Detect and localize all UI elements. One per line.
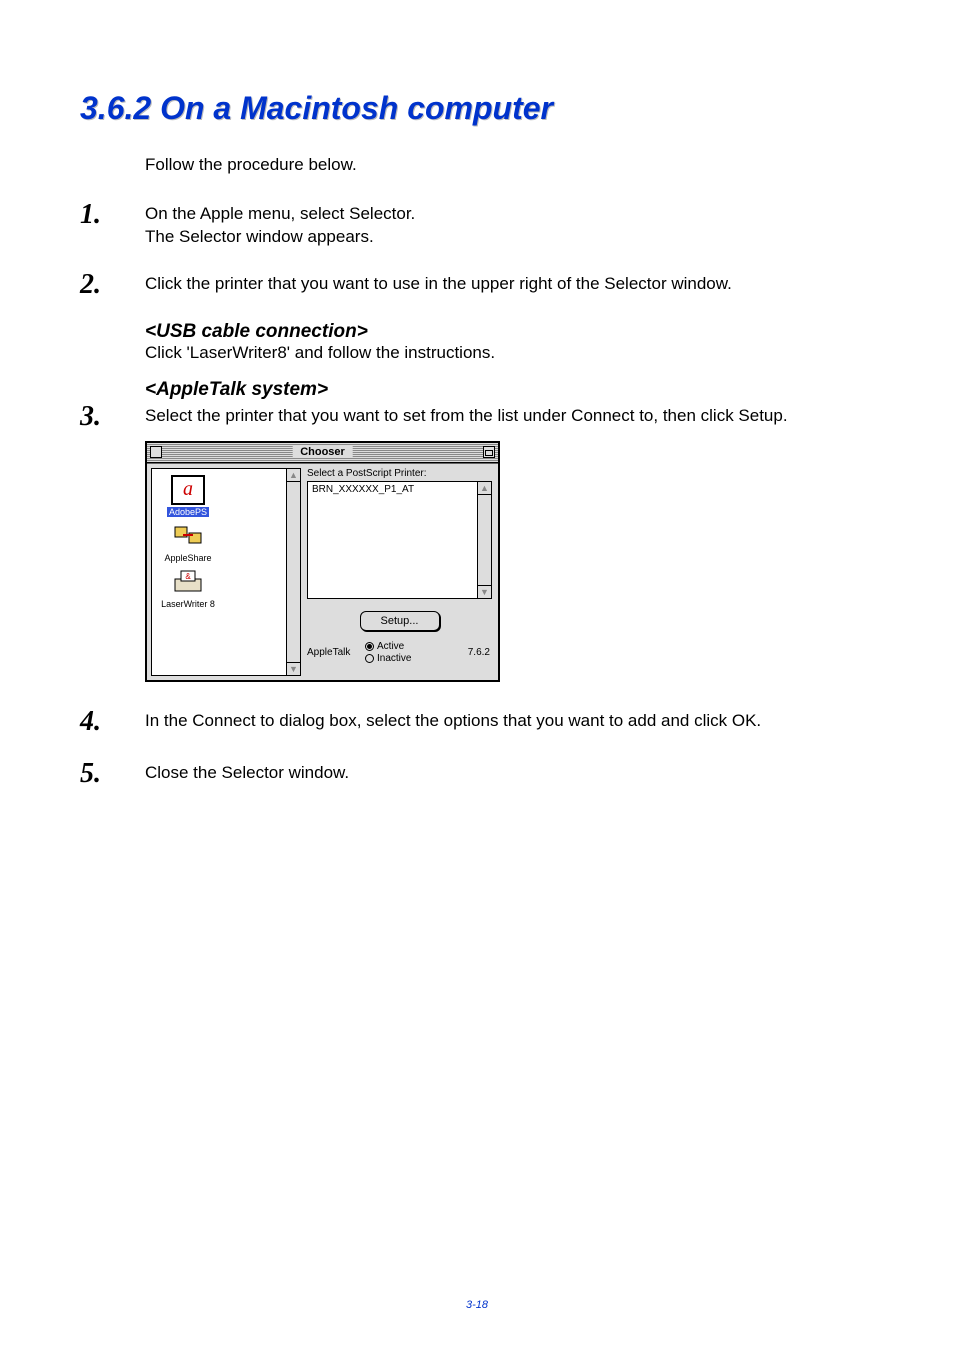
step-body: On the Apple menu, select Selector. The … (145, 199, 415, 249)
step-body: In the Connect to dialog box, select the… (145, 706, 761, 738)
appletalk-heading: <AppleTalk system> (145, 379, 884, 401)
postscript-label: Select a PostScript Printer: (307, 468, 492, 479)
chooser-window: Chooser a AdobePS (145, 441, 500, 682)
icon-label: AdobePS (167, 507, 209, 517)
step-body: Click the printer that you want to use i… (145, 269, 732, 301)
scroll-up-icon[interactable]: ▲ (478, 482, 491, 495)
chooser-body: a AdobePS AppleShare (147, 463, 498, 680)
step-4: 4. In the Connect to dialog box, select … (70, 706, 884, 738)
adobeps-icon[interactable]: a AdobePS (158, 475, 218, 517)
usb-text: Click 'LaserWriter8' and follow the inst… (145, 343, 884, 363)
step-line: On the Apple menu, select Selector. (145, 204, 415, 223)
close-icon[interactable] (150, 446, 162, 458)
chooser-right-pane: Select a PostScript Printer: BRN_XXXXXX_… (303, 464, 498, 680)
radio-active[interactable]: Active (365, 641, 411, 653)
step-number: 5. (70, 758, 145, 790)
list-scrollbar[interactable]: ▲ ▼ (477, 482, 491, 598)
step-1: 1. On the Apple menu, select Selector. T… (70, 199, 884, 249)
scroll-up-icon[interactable]: ▲ (287, 469, 300, 482)
step-2: 2. Click the printer that you want to us… (70, 269, 884, 301)
scroll-down-icon[interactable]: ▼ (478, 585, 491, 598)
appletalk-label: AppleTalk (307, 647, 365, 658)
chooser-title: Chooser (292, 446, 353, 458)
intro-text: Follow the procedure below. (145, 155, 884, 175)
usb-heading: <USB cable connection> (145, 321, 884, 343)
chooser-left-pane: a AdobePS AppleShare (151, 468, 301, 676)
step-number: 1. (70, 199, 145, 249)
appletalk-row: AppleTalk Active Inactive 7.6.2 (307, 639, 492, 667)
chooser-titlebar: Chooser (147, 443, 498, 463)
printer-list[interactable]: BRN_XXXXXX_P1_AT ▲ ▼ (307, 481, 492, 599)
svg-text:&: & (185, 572, 191, 581)
collapse-icon[interactable] (483, 446, 495, 458)
page-number: 3-18 (0, 1299, 954, 1311)
step-line: The Selector window appears. (145, 227, 374, 246)
appleshare-icon[interactable]: AppleShare (158, 521, 218, 563)
printer-item[interactable]: BRN_XXXXXX_P1_AT (312, 484, 414, 495)
left-scrollbar[interactable]: ▲ ▼ (286, 469, 300, 675)
icon-label: LaserWriter 8 (161, 599, 215, 609)
step-body: Select the printer that you want to set … (145, 401, 788, 433)
step-number: 4. (70, 706, 145, 738)
icon-label: AppleShare (164, 553, 211, 563)
icon-area: a AdobePS AppleShare (152, 469, 286, 675)
step-number: 3. (70, 401, 145, 433)
scroll-down-icon[interactable]: ▼ (287, 662, 300, 675)
setup-button[interactable]: Setup... (360, 611, 440, 631)
step-5: 5. Close the Selector window. (70, 758, 884, 790)
laserwriter8-icon[interactable]: & LaserWriter 8 (158, 567, 218, 609)
step-number: 2. (70, 269, 145, 301)
radio-inactive[interactable]: Inactive (365, 653, 411, 665)
step-3: 3. Select the printer that you want to s… (70, 401, 884, 433)
chooser-version: 7.6.2 (468, 647, 492, 658)
section-title: 3.6.2 On a Macintosh computer (70, 90, 884, 127)
step-body: Close the Selector window. (145, 758, 349, 790)
